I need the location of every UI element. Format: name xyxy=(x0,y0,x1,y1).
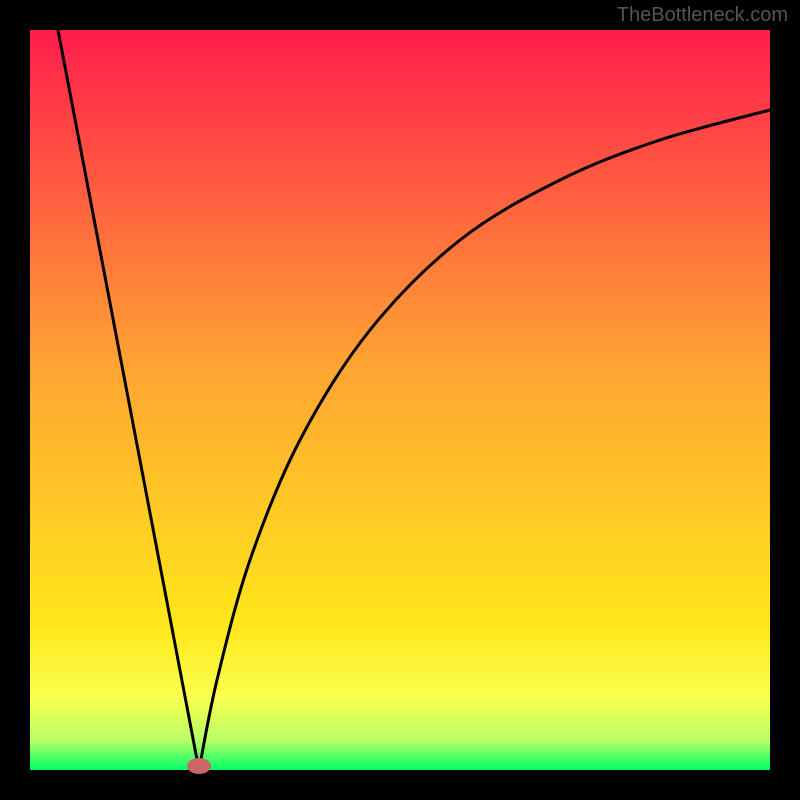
watermark-text: TheBottleneck.com xyxy=(617,4,788,27)
optimal-marker xyxy=(187,758,211,774)
curve-svg xyxy=(0,0,800,800)
chart-container: TheBottleneck.com xyxy=(0,0,800,800)
bottleneck-curve xyxy=(58,30,770,770)
